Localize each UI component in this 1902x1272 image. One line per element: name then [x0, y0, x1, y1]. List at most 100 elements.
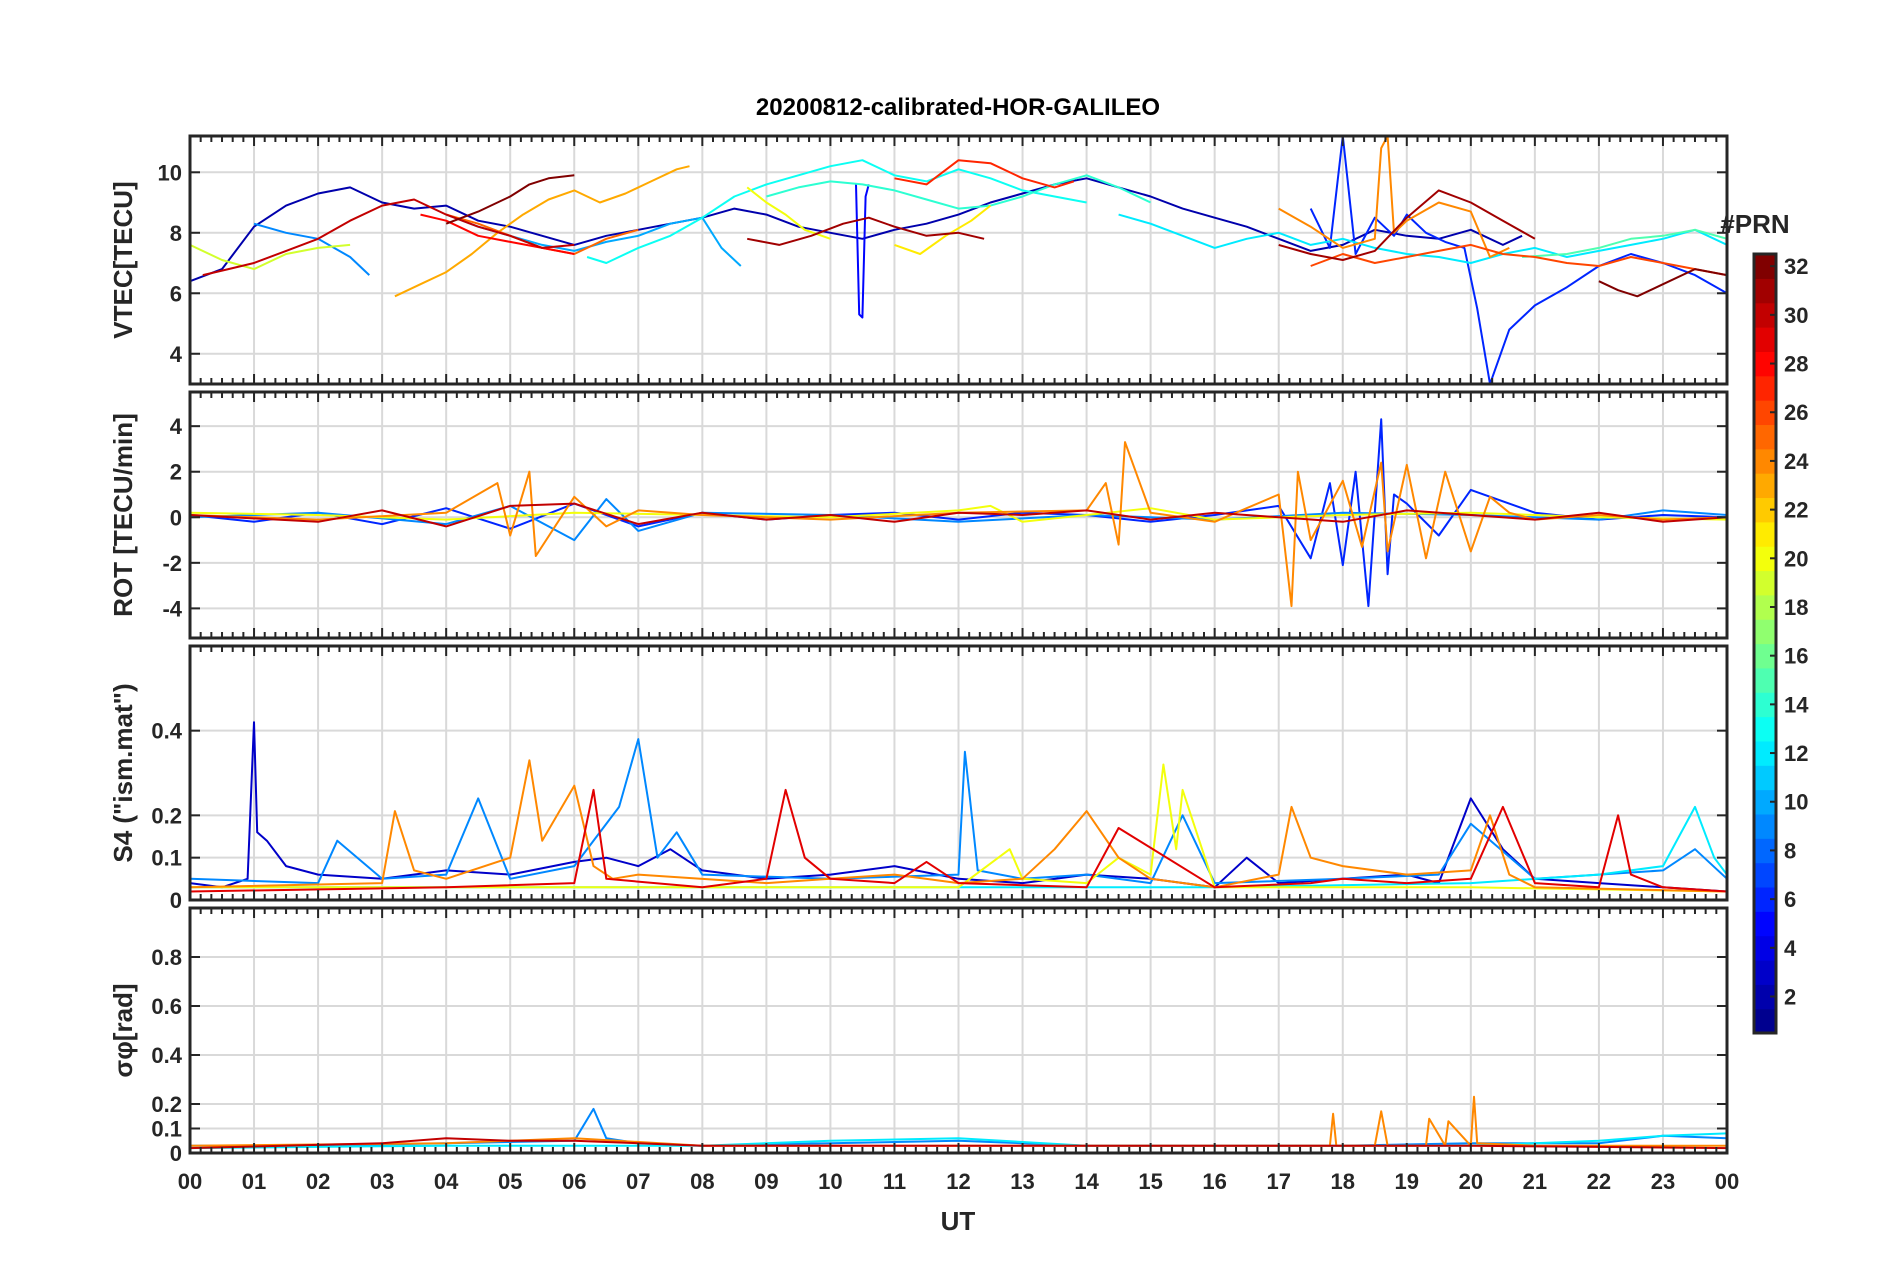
series-line-prn-24	[1278, 136, 1510, 258]
colorbar-tick-label: 26	[1784, 400, 1808, 425]
panel-vtec: 4 6 8 10 VTEC[TECU]	[108, 134, 1729, 386]
y-tick-label: 2	[170, 460, 182, 485]
y-tick-label: 0.1	[151, 1117, 182, 1142]
y-tick-label: 0	[170, 505, 182, 530]
series-line-prn-21	[894, 204, 992, 255]
colorbar-segment	[1754, 911, 1776, 937]
colorbar-segment	[1754, 716, 1776, 742]
x-tick-label: 03	[370, 1169, 394, 1194]
y-tick-label: 4	[170, 342, 183, 367]
y-axis-label: σφ[rad]	[108, 983, 138, 1077]
y-tick-label: 6	[170, 281, 182, 306]
colorbar-segment	[1754, 740, 1776, 766]
series-line-prn-6	[190, 418, 1727, 608]
x-tick-label: 19	[1395, 1169, 1419, 1194]
colorbar-segment	[1754, 643, 1776, 669]
x-tick-label: 04	[434, 1169, 459, 1194]
panel-sigma_phi: 00.10.2 0.4 0.6 0.8 σφ[rad] 00 01 02 03 04 05 06 07 0…	[108, 906, 1739, 1194]
x-tick-label: 22	[1587, 1169, 1611, 1194]
series-line-prn-31	[1278, 189, 1536, 261]
colorbar-segment	[1754, 838, 1776, 864]
series-line-prn-30	[190, 502, 1727, 528]
panel-s4: 0 0.1 0.2 0.4 S4 ("ism.mat")	[108, 644, 1729, 913]
y-tick-label: 0.8	[151, 945, 182, 970]
x-tick-label: 10	[818, 1169, 842, 1194]
colorbar-segment	[1754, 473, 1776, 499]
colorbar-segment	[1754, 375, 1776, 401]
colorbar-tick-label: 14	[1784, 692, 1809, 717]
chart-title: 20200812-calibrated-HOR-GALILEO	[756, 94, 1160, 121]
series-line-prn-6	[1309, 136, 1727, 384]
panel-rot: -4 -2 0 2 4 ROT [TECU/min]	[108, 390, 1729, 640]
panel-frame	[188, 134, 1729, 386]
colorbar-tick-label: 2	[1784, 984, 1796, 1009]
x-tick-label: 00	[178, 1169, 202, 1194]
series-line-prn-32	[445, 174, 575, 225]
series-line-prn-31	[747, 216, 985, 246]
colorbar-segment	[1754, 521, 1776, 547]
colorbar-segment	[1754, 667, 1776, 693]
series-line-prn-19	[190, 243, 351, 271]
x-tick-label: 14	[1074, 1169, 1099, 1194]
series-line-prn-12	[1118, 213, 1727, 264]
x-tick-label: 09	[754, 1169, 778, 1194]
y-tick-label: 4	[170, 414, 183, 439]
x-tick-label: 11	[883, 1169, 906, 1194]
colorbar-tick-label: 6	[1784, 887, 1796, 912]
colorbar-segment	[1754, 302, 1776, 328]
series-line-prn-14	[766, 174, 1152, 210]
y-tick-label: 8	[170, 221, 182, 246]
y-ticks	[190, 729, 1727, 901]
x-tick-label: 02	[306, 1169, 330, 1194]
colorbar-segment	[1754, 813, 1776, 839]
colorbar-segment	[1754, 789, 1776, 815]
colorbar-segment	[1754, 594, 1776, 620]
y-tick-label: 0.2	[151, 803, 182, 828]
x-tick-label: 20	[1459, 1169, 1483, 1194]
colorbar-segment	[1754, 959, 1776, 985]
colorbar-segment	[1754, 448, 1776, 474]
colorbar-tick-label: 8	[1784, 838, 1796, 863]
x-tick-label: 08	[690, 1169, 714, 1194]
series-line-prn-32	[1598, 268, 1727, 298]
series-line-prn-30	[202, 198, 575, 277]
colorbar-tick-label: 12	[1784, 741, 1808, 766]
y-tick-label: 0.1	[151, 846, 182, 871]
series-line-prn-3	[190, 721, 1727, 893]
colorbar-tick-label: 28	[1784, 352, 1808, 377]
colorbar-segment	[1754, 692, 1776, 718]
colorbar-tick-label: 4	[1784, 936, 1797, 961]
panel-frame	[188, 906, 1729, 1155]
colorbar-segment	[1754, 619, 1776, 645]
series-line-prn-13	[586, 159, 1087, 264]
colorbar-segment	[1754, 497, 1776, 523]
colorbar-tick-label: 20	[1784, 546, 1808, 571]
colorbar-segment	[1754, 351, 1776, 377]
colorbar-tick-label: 22	[1784, 498, 1808, 523]
colorbar-segment	[1754, 765, 1776, 791]
colorbar-tick-label: 32	[1784, 254, 1808, 279]
colorbar-segment	[1754, 1008, 1776, 1034]
x-tick-label: 05	[498, 1169, 522, 1194]
x-tick-label: 00	[1715, 1169, 1739, 1194]
series-line-prn-20	[746, 186, 831, 240]
series-line-prn-15	[1522, 228, 1727, 258]
colorbar-segment	[1754, 935, 1776, 961]
series-line-prn-5	[855, 184, 870, 319]
series-line-prn-9	[190, 738, 1727, 885]
x-tick-label: 21	[1523, 1169, 1547, 1194]
colorbar-tick-label: 10	[1784, 790, 1808, 815]
y-tick-label: 0	[170, 888, 182, 913]
colorbar-tick-label: 18	[1784, 595, 1808, 620]
colorbar-frame	[1752, 252, 1778, 1035]
colorbar-segment	[1754, 570, 1776, 596]
colorbar-segment	[1754, 424, 1776, 450]
y-tick-label: -4	[162, 596, 182, 621]
colorbar-segment	[1754, 546, 1776, 572]
colorbar-tick-label: 24	[1784, 449, 1809, 474]
y-axis-label: ROT [TECU/min]	[108, 413, 138, 617]
y-tick-label: 10	[158, 160, 182, 185]
y-axis-label: S4 ("ism.mat")	[108, 683, 138, 862]
series-line-prn-24	[190, 441, 1727, 608]
